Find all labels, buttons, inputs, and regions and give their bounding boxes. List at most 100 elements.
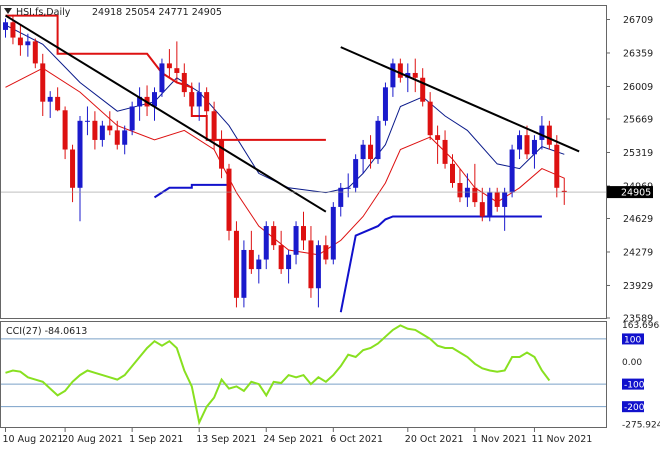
candle-body [256,259,262,270]
cci-pane-frame [0,321,607,428]
candle-body [524,135,530,155]
candle-body [390,63,396,88]
candle-body [546,125,552,145]
triangle-down-icon[interactable] [4,8,12,14]
candle-body [405,72,411,78]
candle-body [219,139,225,169]
candle-body [122,130,128,145]
cci-level-box [622,378,644,390]
candle-body [442,139,448,164]
candle-body [204,92,210,112]
candle-body [196,92,202,107]
price-tick-label: 24279 [623,247,653,258]
candle-body [25,41,31,46]
price-pane: 2670926359260092566925319249692462924279… [1,14,653,325]
candle-body [338,187,344,207]
candle-body [233,230,239,298]
candle-body [77,120,83,188]
candle-body [211,111,217,140]
price-tick-label: 23929 [623,281,653,292]
candle-body [32,41,38,64]
candle-body [353,159,359,188]
time-tick-label: 20 Oct 2021 [405,434,464,445]
candle-body [99,125,105,140]
candle-body [159,63,165,93]
candle-body [472,187,478,203]
cci-tick-label: -100 [624,381,645,391]
candle-body [360,144,366,160]
current-price-box [607,186,653,199]
candle-body [17,37,23,46]
trendline [4,14,327,213]
candle-body [137,96,143,107]
candle-body [479,202,485,217]
candle-body [70,149,76,188]
cci-tick-label: 163.6968 [622,321,660,331]
candle-body [181,72,187,93]
price-axis: 2670926359260092566925319249692462924279… [606,15,653,325]
cci-tick-label: 100 [624,335,641,345]
candle-body [509,149,515,193]
trendlines: 24905 [1,14,653,213]
price-tick-label: 26009 [623,82,653,93]
price-indicators [5,14,565,313]
ma-short-line [5,24,565,194]
candle-body [554,144,560,188]
price-tick-label: 25319 [623,148,653,159]
candlesticks [3,14,567,308]
cci-level-box [622,333,644,345]
candle-body [427,101,433,136]
trailing-stop-blue [153,183,229,199]
candle-body [166,63,172,69]
trailing-stop-blue-lower [339,215,542,313]
candle-body [174,68,180,73]
candle-body [420,77,426,102]
time-tick-label: 24 Sep 2021 [263,434,323,445]
candle-body [382,87,388,121]
candle-body [293,226,299,255]
candle-body [107,125,113,131]
candle-body [487,192,493,217]
time-tick-label: 1 Nov 2021 [472,434,527,445]
candle-body [62,110,68,150]
candle-body [375,120,381,160]
chart-ohlc: 24918 25054 24771 24905 [92,7,222,18]
cci-label: CCI(27) -84.0613 [6,326,87,337]
time-tick-label: 6 Oct 2021 [330,434,383,445]
candle-body [241,249,247,298]
current-price-label: 24905 [621,188,651,199]
price-tick-label: 26359 [623,48,653,59]
price-tick-label: 26709 [623,15,653,26]
candle-body [10,22,16,38]
candle-body [315,245,321,289]
candle-body [494,192,500,207]
price-pane-frame [0,5,607,319]
candle-body [502,192,508,207]
cci-tick-label: -200 [624,403,645,413]
candle-body [531,139,537,155]
chart-symbol: HSI.fs,Daily [16,7,71,18]
candle-body [301,226,306,241]
candle-body [47,96,53,102]
candle-body [323,245,329,260]
candle-body [397,63,403,78]
candle-body [114,130,120,145]
cci-level-box [622,401,644,413]
price-tick-label: 24629 [623,214,653,225]
time-tick-label: 1 Sep 2021 [129,434,183,445]
candle-body [412,72,418,78]
ma-long-line [5,67,565,256]
time-tick-label: 13 Sep 2021 [196,434,256,445]
chart-header: HSI.fs,Daily 24918 25054 24771 24905 CCI… [4,7,222,337]
cci-line [5,324,551,426]
candle-body [450,163,455,184]
candle-body [278,245,284,270]
candle-body [271,226,277,246]
candle-body [129,106,135,131]
price-tick-label: 23589 [623,314,653,325]
